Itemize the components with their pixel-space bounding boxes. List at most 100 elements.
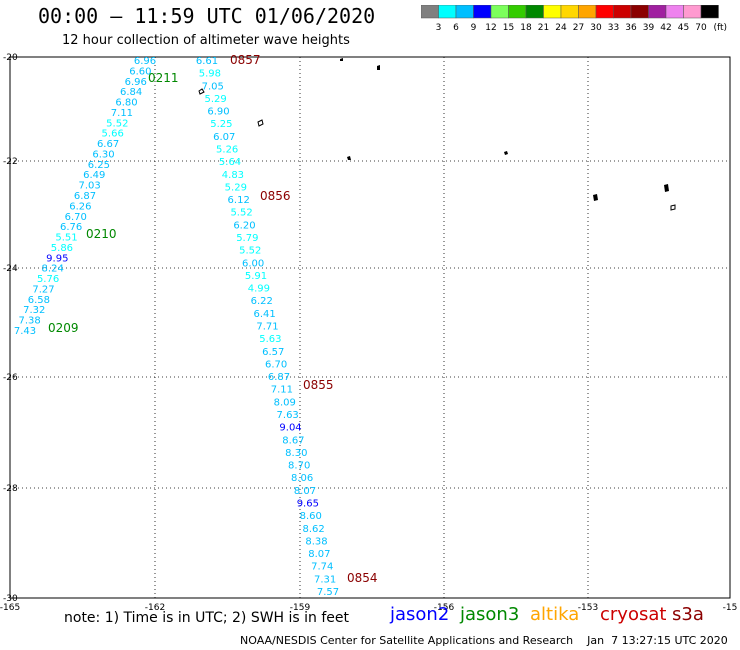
wave-height-value: 6.84 bbox=[120, 87, 142, 98]
wave-height-value: 6.67 bbox=[97, 139, 119, 150]
wave-height-value: 6.70 bbox=[265, 359, 287, 370]
wave-height-value: 5.79 bbox=[236, 233, 258, 244]
latitude-label: -28 bbox=[3, 484, 18, 494]
pass-time-label: 0209 bbox=[48, 321, 79, 335]
wave-height-value: 5.91 bbox=[245, 271, 267, 282]
wave-height-value: 7.05 bbox=[202, 81, 224, 92]
color-scale-tick-label: 15 bbox=[503, 23, 514, 33]
wave-height-value: 5.52 bbox=[230, 208, 252, 219]
wave-height-value: 6.96 bbox=[134, 56, 156, 67]
wave-height-value: 9.04 bbox=[279, 423, 301, 434]
wave-height-value: 8.38 bbox=[305, 536, 327, 547]
wave-height-value: 8.09 bbox=[274, 397, 296, 408]
wave-height-value: 7.11 bbox=[111, 108, 133, 119]
pass-time-label: 0211 bbox=[148, 71, 179, 85]
page-subtitle: 12 hour collection of altimeter wave hei… bbox=[62, 33, 350, 48]
wave-height-value: 4.99 bbox=[248, 284, 270, 295]
color-scale-tick-label: 27 bbox=[573, 23, 584, 33]
wave-height-value: 5.86 bbox=[51, 243, 73, 254]
wave-height-value: 5.64 bbox=[219, 157, 241, 168]
latitude-label: -26 bbox=[3, 373, 18, 383]
wave-height-value: 9.65 bbox=[297, 499, 319, 510]
wave-height-value: 6.76 bbox=[60, 222, 82, 233]
wave-height-value: 7.03 bbox=[78, 181, 100, 192]
island-shape bbox=[504, 151, 508, 155]
color-scale-tick-label: 45 bbox=[678, 23, 689, 33]
map-frame bbox=[9, 56, 731, 599]
pass-time-label: 0854 bbox=[347, 571, 378, 585]
color-swatch bbox=[700, 5, 719, 19]
wave-height-value: 6.87 bbox=[268, 372, 290, 383]
wave-height-value: 7.74 bbox=[311, 562, 333, 573]
wave-height-value: 6.60 bbox=[129, 66, 151, 77]
wave-height-value: 5.29 bbox=[205, 94, 227, 105]
color-scale-tick-label: 9 bbox=[471, 23, 477, 33]
wave-height-value: 6.96 bbox=[125, 77, 147, 88]
pass-time-label: 0857 bbox=[230, 53, 261, 67]
wave-height-value: 5.52 bbox=[106, 118, 128, 129]
island-outlines bbox=[198, 58, 676, 211]
wave-height-value: 6.61 bbox=[196, 56, 218, 67]
color-scale-tick-label: 42 bbox=[660, 23, 671, 33]
mission-label-s3a: s3a bbox=[672, 604, 704, 625]
color-scale-tick-label: 18 bbox=[520, 23, 532, 33]
latitude-label: -30 bbox=[3, 594, 18, 604]
wave-height-value: 5.26 bbox=[216, 145, 238, 156]
wave-height-value: 6.57 bbox=[262, 347, 284, 358]
wave-height-value: 7.57 bbox=[317, 587, 339, 598]
wave-height-value: 7.38 bbox=[18, 316, 40, 327]
page-title: 00:00 – 11:59 UTC 01/06/2020 bbox=[38, 4, 376, 28]
island-shape bbox=[340, 58, 343, 61]
wave-height-value: 8.07 bbox=[294, 486, 316, 497]
latitude-label: -20 bbox=[3, 53, 18, 63]
island-shape bbox=[377, 65, 380, 70]
wave-height-value: 7.71 bbox=[256, 322, 278, 333]
longitude-label: -162 bbox=[145, 603, 165, 613]
wave-height-value: 6.25 bbox=[88, 160, 110, 171]
wave-height-value: 6.90 bbox=[207, 107, 229, 118]
pass-time-label: 0856 bbox=[260, 189, 291, 203]
wave-height-value: 5.51 bbox=[55, 233, 77, 244]
mission-label-altika: altika bbox=[530, 604, 580, 625]
color-scale-tick-label: 30 bbox=[590, 23, 602, 33]
color-scale-tick-label: 21 bbox=[538, 23, 549, 33]
wave-height-value: 7.32 bbox=[23, 305, 45, 316]
wave-height-value: 6.07 bbox=[213, 132, 235, 143]
wave-height-value: 6.41 bbox=[253, 309, 275, 320]
color-scale-tick-label: 6 bbox=[453, 23, 459, 33]
wave-height-value: 5.66 bbox=[102, 129, 124, 140]
longitude-label: -15 bbox=[723, 603, 738, 613]
island-shape bbox=[593, 194, 598, 201]
island-shape bbox=[198, 88, 205, 95]
island-shape bbox=[347, 156, 351, 160]
wave-height-value: 5.25 bbox=[210, 119, 232, 130]
wave-height-value: 8.07 bbox=[308, 549, 330, 560]
color-scale-tick-label: 3 bbox=[436, 23, 442, 33]
wave-height-value: 5.76 bbox=[37, 274, 59, 285]
wave-height-value: 6.70 bbox=[65, 212, 87, 223]
pass-time-label: 0855 bbox=[303, 378, 334, 392]
wave-height-value: 5.52 bbox=[239, 246, 261, 257]
altimeter-passes: 6.966.606.966.846.807.115.525.666.676.30… bbox=[14, 53, 378, 598]
longitude-label: -153 bbox=[578, 603, 598, 613]
wave-height-value: 6.22 bbox=[251, 296, 273, 307]
longitude-label: -159 bbox=[290, 603, 311, 613]
map-grid: -20 -22 -24 -26 -28 -30-165 -162 -159 -156 -153 -1… bbox=[0, 53, 737, 613]
pass-time-label: 0210 bbox=[86, 227, 117, 241]
wave-height-value: 5.63 bbox=[259, 334, 281, 345]
wave-height-value: 6.80 bbox=[115, 98, 137, 109]
wave-height-value: 8.30 bbox=[285, 448, 307, 459]
wave-height-value: 8.70 bbox=[288, 461, 310, 472]
mission-label-cryosat: cryosat bbox=[600, 604, 667, 625]
color-scale-tick-label: 39 bbox=[643, 23, 655, 33]
wave-height-value: 5.98 bbox=[199, 69, 221, 80]
island-shape bbox=[670, 204, 676, 211]
island-shape bbox=[664, 184, 669, 192]
wave-height-value: 6.30 bbox=[92, 149, 114, 160]
mission-label-jason3: jason3 bbox=[460, 604, 520, 625]
latitude-label: -24 bbox=[3, 264, 18, 274]
wave-height-value: 6.26 bbox=[69, 201, 91, 212]
color-scale-unit: (ft) bbox=[713, 23, 727, 33]
wave-height-value: 8.62 bbox=[302, 524, 324, 535]
